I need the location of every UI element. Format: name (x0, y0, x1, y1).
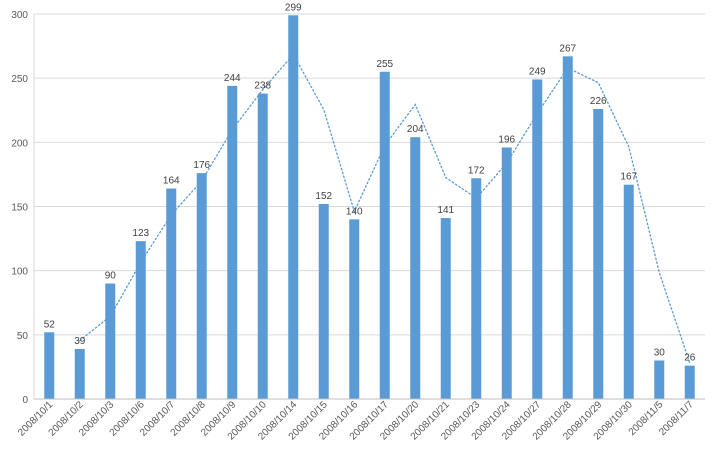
bar (135, 241, 146, 399)
bar (349, 219, 360, 399)
bar (318, 203, 329, 399)
y-tick-label: 150 (11, 203, 28, 214)
data-label: 299 (285, 2, 302, 13)
gridlines (34, 13, 705, 400)
bar (623, 184, 634, 399)
trendline (79, 53, 691, 364)
data-label: 238 (254, 81, 271, 92)
data-label: 172 (468, 165, 485, 176)
bar (440, 218, 451, 399)
y-tick-label: 100 (11, 267, 28, 278)
bar (196, 173, 207, 399)
y-tick-label: 300 (11, 10, 28, 21)
bar (44, 332, 55, 399)
bar (684, 365, 695, 399)
y-tick-label: 0 (22, 395, 28, 406)
y-tick-label: 200 (11, 138, 28, 149)
data-label: 167 (620, 172, 637, 183)
data-label: 90 (105, 271, 117, 282)
data-label: 152 (315, 191, 332, 202)
data-label: 52 (44, 319, 56, 330)
data-label: 26 (684, 353, 696, 364)
bars (44, 15, 695, 400)
bar (379, 71, 390, 399)
data-labels: 52 39 90 123 164 176 244 238 299 152 140 255 204 141 1… (44, 2, 696, 363)
bar (74, 348, 85, 399)
bar (562, 56, 573, 399)
bar (501, 147, 512, 399)
moving-average-line (79, 53, 691, 364)
data-label: 123 (132, 228, 149, 239)
bar (166, 188, 177, 399)
bar (593, 108, 604, 399)
data-label: 204 (407, 124, 424, 135)
data-label: 141 (437, 205, 454, 216)
bar (654, 360, 665, 399)
bar (227, 85, 238, 399)
data-label: 255 (376, 59, 393, 70)
bar (105, 283, 116, 399)
data-label: 39 (74, 336, 86, 347)
data-label: 140 (346, 206, 363, 217)
data-label: 267 (559, 43, 576, 54)
y-tick-label: 250 (11, 74, 28, 85)
y-tick-label: 50 (17, 331, 29, 342)
bar (532, 79, 543, 399)
bar (288, 15, 299, 400)
data-label: 164 (163, 176, 180, 187)
data-label: 30 (654, 348, 666, 359)
data-label: 226 (590, 96, 607, 107)
bar (471, 178, 482, 399)
data-label: 249 (529, 66, 546, 77)
data-label: 244 (224, 73, 241, 84)
data-label: 176 (193, 160, 210, 171)
bar (410, 137, 421, 399)
data-label: 196 (498, 134, 515, 145)
bar (257, 93, 268, 400)
